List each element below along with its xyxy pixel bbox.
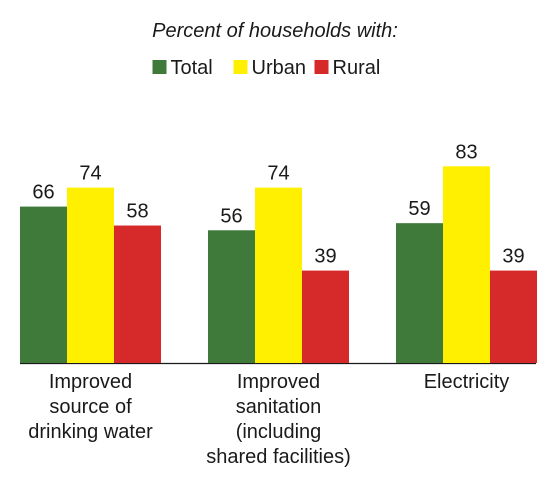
value-label: 59 — [408, 198, 430, 220]
bar — [302, 270, 349, 363]
x-tick-label: Improved source of drinking water — [28, 371, 153, 443]
value-label: 66 — [32, 182, 54, 204]
value-label: 39 — [502, 246, 524, 268]
value-label: 74 — [79, 163, 101, 185]
x-tick-label: Improved sanitation (including shared fa… — [206, 371, 351, 468]
legend-swatch — [152, 60, 167, 74]
bar — [443, 166, 490, 363]
bar — [67, 187, 114, 363]
bar — [396, 223, 443, 363]
legend-label: Urban — [252, 57, 306, 79]
legend-label: Rural — [333, 57, 381, 79]
bar — [208, 230, 255, 363]
value-label: 74 — [267, 163, 289, 185]
value-label: 39 — [314, 246, 336, 268]
x-tick-label: Electricity — [423, 371, 510, 393]
value-label: 83 — [455, 141, 477, 163]
legend-swatch — [314, 60, 329, 74]
bar — [114, 225, 161, 363]
chart-subtitle: Percent of households with: — [152, 20, 398, 42]
legend-swatch — [233, 60, 248, 74]
value-label: 56 — [220, 205, 242, 227]
value-label: 58 — [126, 201, 148, 223]
bar — [20, 206, 67, 363]
legend-label: Total — [171, 57, 213, 79]
bar — [255, 187, 302, 363]
bar — [490, 270, 537, 363]
